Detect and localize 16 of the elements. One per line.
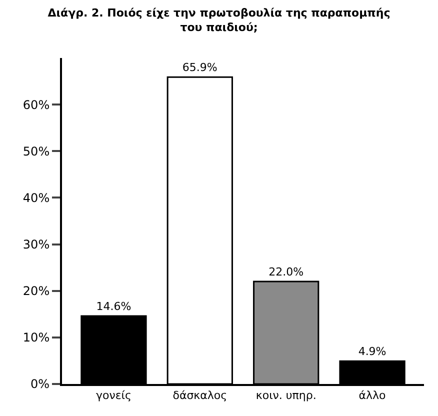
y-tick-label: 40% (22, 190, 50, 205)
y-tick-label: 0% (30, 377, 50, 392)
x-tick-label: άλλο (358, 389, 386, 402)
x-tick-label: δάσκαλος (172, 389, 228, 402)
chart-title: Διάγρ. 2. Ποιός είχε την πρωτοβουλία της παραπομπής του παιδιού; (48, 6, 390, 34)
y-tick-label: 50% (22, 144, 50, 158)
y-tick-label: 10% (22, 330, 50, 345)
x-tick-label: κοιν. υπηρ. (256, 389, 316, 402)
y-tick-label: 60% (22, 98, 50, 112)
y-tick-label: 30% (22, 237, 50, 252)
data-label: 22.0% (268, 266, 304, 279)
data-label: 65.9% (182, 61, 218, 74)
y-tick-label: 20% (22, 284, 50, 298)
data-label: 4.9% (358, 345, 386, 358)
x-tick-label: γονείς (96, 389, 132, 402)
data-label: 14.6% (96, 300, 132, 314)
